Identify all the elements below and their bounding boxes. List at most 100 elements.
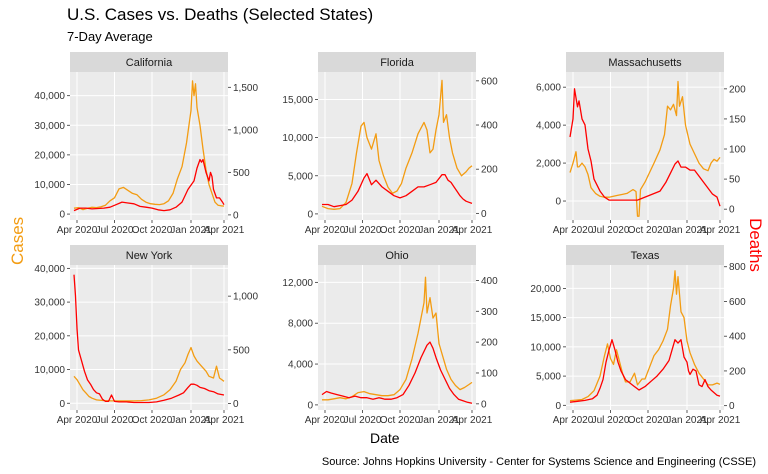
tick-label-cases: 5,000 — [288, 171, 313, 182]
tick-label-deaths: 600 — [729, 297, 746, 308]
tick-label-cases: 2,000 — [536, 159, 561, 170]
tick-label-cases: 20,000 — [34, 331, 65, 342]
facet-panel: New York 0 10,000 20,000 30,000 40,000 Apr 202… — [34, 245, 258, 426]
tick-label-cases: 0 — [59, 399, 65, 410]
cases-line — [322, 276, 473, 401]
deaths-line — [569, 339, 721, 403]
tick-label-deaths: 100 — [481, 368, 498, 379]
tick-label-date: Jan 2021 — [418, 225, 460, 236]
tick-label-deaths: 400 — [481, 276, 498, 287]
tick-label-date: Jan 2021 — [666, 225, 708, 236]
deaths-line — [73, 274, 225, 404]
tick-label-date: Apr 2020 — [305, 415, 346, 426]
facet-strip — [318, 245, 476, 265]
cases-line — [569, 270, 721, 402]
tick-label-cases: 20,000 — [530, 284, 561, 295]
facet-strip-label: Florida — [380, 57, 415, 69]
tick-label-cases: 30,000 — [34, 298, 65, 309]
deaths-line — [322, 172, 473, 208]
tick-label-deaths: 0 — [233, 210, 239, 221]
tick-label-deaths: 0 — [729, 401, 735, 412]
facet-strip — [566, 52, 724, 72]
tick-label-deaths: 1,000 — [233, 125, 258, 136]
tick-label-date: Jan 2021 — [666, 415, 708, 426]
panel-background — [70, 72, 228, 220]
tick-label-deaths: 400 — [481, 121, 498, 132]
tick-label-date: Jan 2021 — [170, 415, 212, 426]
tick-label-date: Apr 2021 — [700, 415, 741, 426]
tick-label-cases: 12,000 — [282, 278, 313, 289]
tick-label-cases: 15,000 — [282, 95, 313, 106]
tick-label-deaths: 300 — [481, 307, 498, 318]
tick-label-cases: 10,000 — [282, 133, 313, 144]
tick-label-deaths: 0 — [481, 209, 487, 220]
facet-strip-label: Massachusetts — [608, 57, 682, 69]
facet-strip-label: California — [126, 57, 173, 69]
facet-panel: Texas 0 5,000 10,000 15,000 20,000 Apr 2020Jul… — [530, 245, 746, 426]
tick-label-deaths: 200 — [481, 338, 498, 349]
tick-label-date: Apr 2020 — [57, 225, 98, 236]
tick-label-cases: 0 — [555, 197, 561, 208]
tick-label-cases: 4,000 — [288, 360, 313, 371]
tick-label-date: Apr 2021 — [452, 415, 493, 426]
tick-label-cases: 40,000 — [34, 264, 65, 275]
tick-label-cases: 4,000 — [536, 121, 561, 132]
cases-line — [569, 80, 721, 217]
facet-strip-label: Texas — [631, 250, 660, 262]
deaths-line — [73, 158, 225, 212]
tick-label-date: Apr 2020 — [553, 225, 594, 236]
tick-label-deaths: 0 — [729, 205, 735, 216]
tick-label-cases: 10,000 — [34, 365, 65, 376]
tick-label-deaths: 1,500 — [233, 83, 258, 94]
tick-label-cases: 40,000 — [34, 91, 65, 102]
facet-strip-label: Ohio — [385, 250, 408, 262]
deaths-line — [321, 341, 473, 404]
tick-label-date: Oct 2020 — [380, 225, 421, 236]
cases-line — [73, 346, 225, 402]
tick-label-cases: 8,000 — [288, 319, 313, 330]
source-caption: Source: Johns Hopkins University - Cente… — [321, 456, 756, 468]
facet-strip — [70, 245, 228, 265]
tick-label-date: Oct 2020 — [132, 415, 173, 426]
x-axis-label: Date — [370, 430, 400, 446]
tick-label-date: Jul 2020 — [344, 415, 382, 426]
tick-label-date: Apr 2020 — [57, 415, 98, 426]
tick-label-date: Jul 2020 — [344, 225, 382, 236]
tick-label-deaths: 100 — [729, 145, 746, 156]
panel-background — [566, 265, 724, 410]
tick-label-deaths: 150 — [729, 114, 746, 125]
tick-label-cases: 0 — [307, 209, 313, 220]
tick-label-date: Apr 2020 — [553, 415, 594, 426]
facet-panel: Massachusetts 0 2,000 4,000 6,000 Apr 2020Jul… — [536, 52, 746, 236]
tick-label-date: Oct 2020 — [628, 415, 669, 426]
tick-label-deaths: 400 — [729, 332, 746, 343]
tick-label-deaths: 500 — [233, 168, 250, 179]
facet-strip — [70, 52, 228, 72]
tick-label-cases: 0 — [59, 210, 65, 221]
tick-label-date: Jul 2020 — [96, 415, 134, 426]
tick-label-cases: 0 — [307, 400, 313, 411]
tick-label-cases: 30,000 — [34, 121, 65, 132]
tick-label-deaths: 0 — [481, 399, 487, 410]
tick-label-deaths: 200 — [729, 84, 746, 95]
tick-label-date: Apr 2021 — [204, 225, 245, 236]
panel-background — [70, 265, 228, 410]
cases-line — [321, 79, 473, 210]
tick-label-date: Jul 2020 — [96, 225, 134, 236]
tick-label-deaths: 600 — [481, 76, 498, 87]
tick-label-date: Apr 2021 — [700, 225, 741, 236]
tick-label-cases: 0 — [555, 401, 561, 412]
facet-strip-label: New York — [126, 250, 173, 262]
tick-label-date: Jan 2021 — [170, 225, 212, 236]
panel-background — [318, 265, 476, 410]
panel-background — [318, 72, 476, 220]
tick-label-date: Oct 2020 — [628, 225, 669, 236]
tick-label-deaths: 200 — [481, 165, 498, 176]
tick-label-date: Jan 2021 — [418, 415, 460, 426]
tick-label-cases: 10,000 — [34, 180, 65, 191]
tick-label-deaths: 500 — [233, 345, 250, 356]
tick-label-deaths: 0 — [233, 399, 239, 410]
